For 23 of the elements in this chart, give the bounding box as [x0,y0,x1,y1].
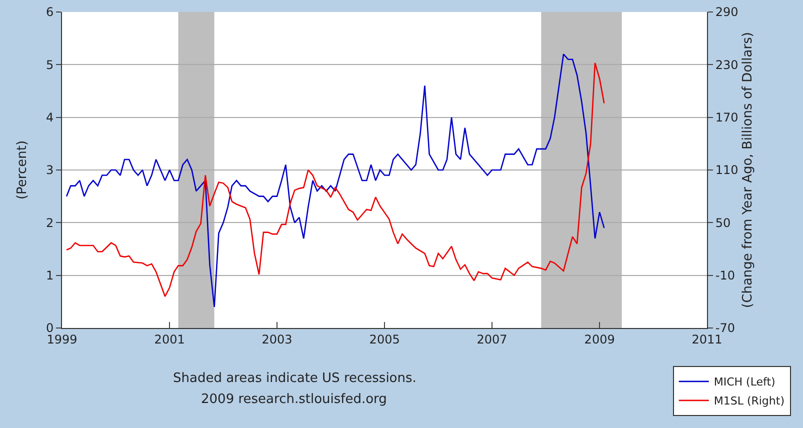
y2-tick-label: -10 [715,268,736,283]
y-tick-label: 1 [46,268,54,283]
y-tick-label: 4 [46,110,54,125]
legend-label: M1SL (Right) [714,394,785,408]
y2-tick-label: 290 [715,5,738,20]
x-tick-label: 2009 [584,332,615,346]
x-tick-label: 2007 [476,332,508,346]
legend-label: MICH (Left) [714,376,776,389]
y-tick-label: 6 [46,5,54,20]
y2-tick-label: 110 [715,163,738,178]
y2-tick-label: 50 [715,216,731,230]
y2-tick-label: 170 [715,110,738,125]
y2-tick-label: 230 [715,58,738,72]
y2-axis-title: (Change from Year Ago, Billions of Dollars) [740,32,756,308]
y-tick-label: 5 [46,58,54,72]
x-tick-label: 2003 [262,332,292,346]
y-tick-label: 3 [46,163,54,178]
y-tick-label: 2 [46,216,54,230]
text: 2009 research.stlouisfed.org [201,392,387,407]
text: Shaded areas indicate US recessions. [173,371,416,386]
y-axis-title: (Percent) [15,140,30,200]
x-tick-label: 2001 [154,332,185,346]
x-tick-label: 2005 [369,332,400,346]
